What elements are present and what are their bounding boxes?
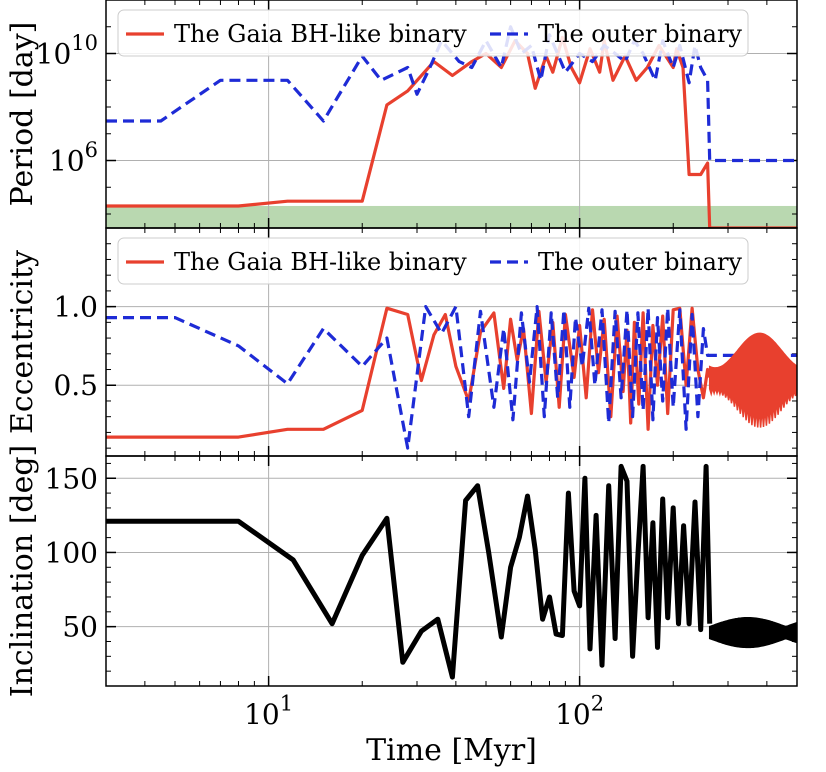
legend-entry: The outer binary [538, 20, 742, 48]
series-line-the-outer-binary [106, 305, 797, 450]
y-tick-label-base: 10 [36, 38, 72, 71]
y-tick-label: 0.5 [53, 369, 98, 402]
legend: The Gaia BH-like binary The outer binary [117, 237, 749, 285]
x-tick-label-exponent: 1 [280, 692, 293, 716]
series-line-the-gaia-bh-like-binary [106, 35, 797, 228]
legend-box [117, 237, 749, 285]
series-line-inclination [106, 463, 713, 680]
y-tick-label: 1010 [36, 31, 98, 71]
y-axis-label: Inclination [deg] [5, 445, 40, 698]
legend-entry: The Gaia BH-like binary [174, 248, 467, 276]
panel-frame [105, 455, 798, 687]
oscillation-band [708, 332, 797, 428]
legend: The Gaia BH-like binary The outer binary [117, 9, 749, 57]
x-tick-label: 101 [244, 692, 293, 732]
x-tick-label-exponent: 2 [591, 692, 604, 716]
x-axis-label: Time [Myr] [366, 733, 537, 768]
x-tick-label: 102 [555, 692, 604, 732]
y-tick-label-exponent: 6 [85, 138, 98, 162]
legend-entry: The outer binary [538, 248, 742, 276]
y-axis-label: Period [day] [5, 22, 40, 207]
x-tick-label-base: 10 [244, 698, 280, 731]
y-axis-label: Eccentricity [5, 250, 40, 434]
eccentricity-panel: 0.5 1.0 Eccentricity The Gaia BH-like binar… [5, 227, 798, 457]
legend-box [117, 9, 749, 57]
habitable-band [106, 205, 797, 228]
y-tick-label: 150 [45, 462, 98, 495]
y-tick-label: 1.0 [53, 291, 98, 324]
y-tick-label: 106 [49, 138, 98, 178]
y-tick-label: 50 [62, 611, 98, 644]
y-tick-label-base: 10 [49, 145, 85, 178]
x-tick-label-base: 10 [555, 698, 591, 731]
y-tick-label-exponent: 10 [71, 31, 98, 55]
legend-entry: The Gaia BH-like binary [174, 20, 467, 48]
oscillation-band [708, 616, 797, 649]
y-tick-label: 100 [45, 536, 98, 569]
